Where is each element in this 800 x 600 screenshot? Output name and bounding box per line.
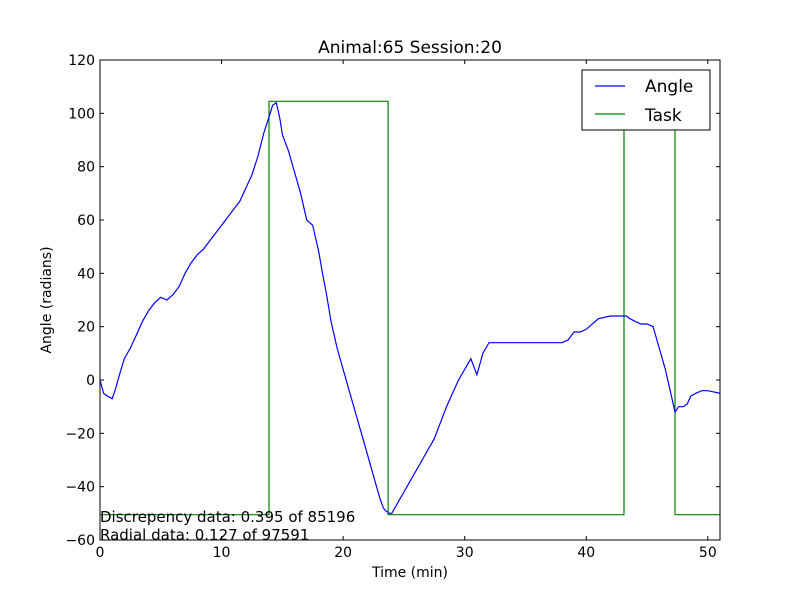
x-tick-label: 10	[213, 545, 231, 561]
y-tick-label: 100	[68, 106, 95, 122]
y-tick-label: 20	[77, 320, 95, 336]
plot-frame	[99, 59, 721, 541]
series-line-task	[100, 100, 720, 516]
legend: Angle Task	[581, 69, 711, 131]
y-tick-label: 60	[77, 213, 95, 229]
legend-box	[581, 69, 711, 131]
legend-label-angle: Angle	[645, 77, 693, 97]
y-tick-label: −20	[65, 426, 95, 442]
annotation-radial: Radial data: 0.127 of 97591	[100, 526, 309, 544]
y-tick-label: 40	[77, 266, 95, 282]
y-tick-label: 0	[86, 373, 95, 389]
x-axis-label: Time (min)	[371, 565, 448, 581]
x-tick-label: 30	[456, 545, 474, 561]
chart-title: Animal:65 Session:20	[318, 38, 502, 58]
series-group	[100, 100, 720, 516]
x-tick-label: 50	[699, 545, 717, 561]
x-tick-label: 20	[334, 545, 352, 561]
x-tick-label: 40	[577, 545, 595, 561]
y-tick-label: −60	[65, 533, 95, 549]
x-tick-label: 0	[96, 545, 105, 561]
y-tick-label: −40	[65, 480, 95, 496]
y-tick-label: 120	[68, 53, 95, 69]
series-line-angle	[100, 101, 720, 514]
y-axis-label: Angle (radians)	[39, 246, 55, 353]
plot-background	[100, 60, 720, 540]
annotation-discrepancy: Discrepency data: 0.395 of 85196	[100, 508, 355, 526]
y-tick-label: 80	[77, 160, 95, 176]
legend-label-task: Task	[644, 106, 682, 126]
ticks-group: 0 10 20 30 40 50 −60 −40 −20 0 20 40 60 80 100 120	[65, 53, 720, 561]
